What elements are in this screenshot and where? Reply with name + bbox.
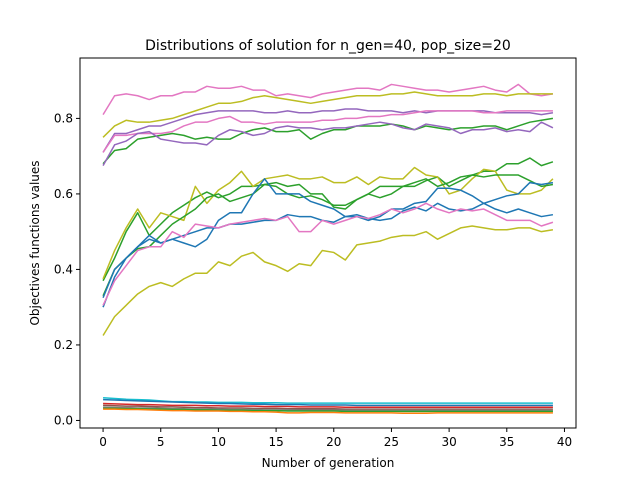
y-tick-label: 0.4	[54, 262, 73, 276]
y-tick-label: 0.6	[54, 187, 73, 201]
series-line-11	[102, 181, 554, 299]
series-line-13	[102, 225, 554, 336]
x-tick-label: 30	[441, 435, 456, 449]
series-line-1	[102, 83, 554, 116]
series-line-8	[102, 166, 554, 280]
y-tick-label: 0.0	[54, 413, 73, 427]
plot-frame	[79, 57, 577, 429]
x-axis-label: Number of generation	[262, 456, 395, 470]
series-layer	[102, 83, 554, 415]
x-tick-label: 5	[157, 435, 165, 449]
series-line-12	[102, 202, 554, 306]
x-axis-ticks: 0 5 10 15 20 25 30 35 40	[99, 428, 572, 449]
x-tick-label: 15	[268, 435, 283, 449]
x-tick-label: 20	[326, 435, 341, 449]
series-line-16	[103, 402, 553, 408]
series-line-20	[103, 408, 553, 415]
x-tick-label: 25	[384, 435, 399, 449]
series-line-2	[102, 91, 553, 138]
x-tick-label: 40	[557, 435, 572, 449]
y-axis-ticks: 0.0 0.2 0.4 0.6 0.8	[54, 111, 80, 427]
series-line-19	[103, 407, 553, 413]
x-tick-label: 35	[499, 435, 514, 449]
y-axis-label: Objectives functions values	[28, 160, 42, 325]
series-line-4	[102, 110, 553, 153]
series-line-15	[103, 398, 553, 407]
series-line-3	[102, 108, 554, 153]
y-tick-label: 0.8	[54, 111, 73, 125]
x-tick-label: 0	[99, 435, 107, 449]
series-line-9	[102, 174, 554, 297]
series-line-6	[102, 121, 554, 166]
y-tick-label: 0.2	[54, 338, 73, 352]
series-line-5	[102, 117, 554, 165]
chart-title: Distributions of solution for n_gen=40, …	[145, 38, 511, 54]
series-line-10	[102, 178, 554, 308]
x-tick-label: 10	[211, 435, 226, 449]
series-line-17	[103, 404, 553, 410]
